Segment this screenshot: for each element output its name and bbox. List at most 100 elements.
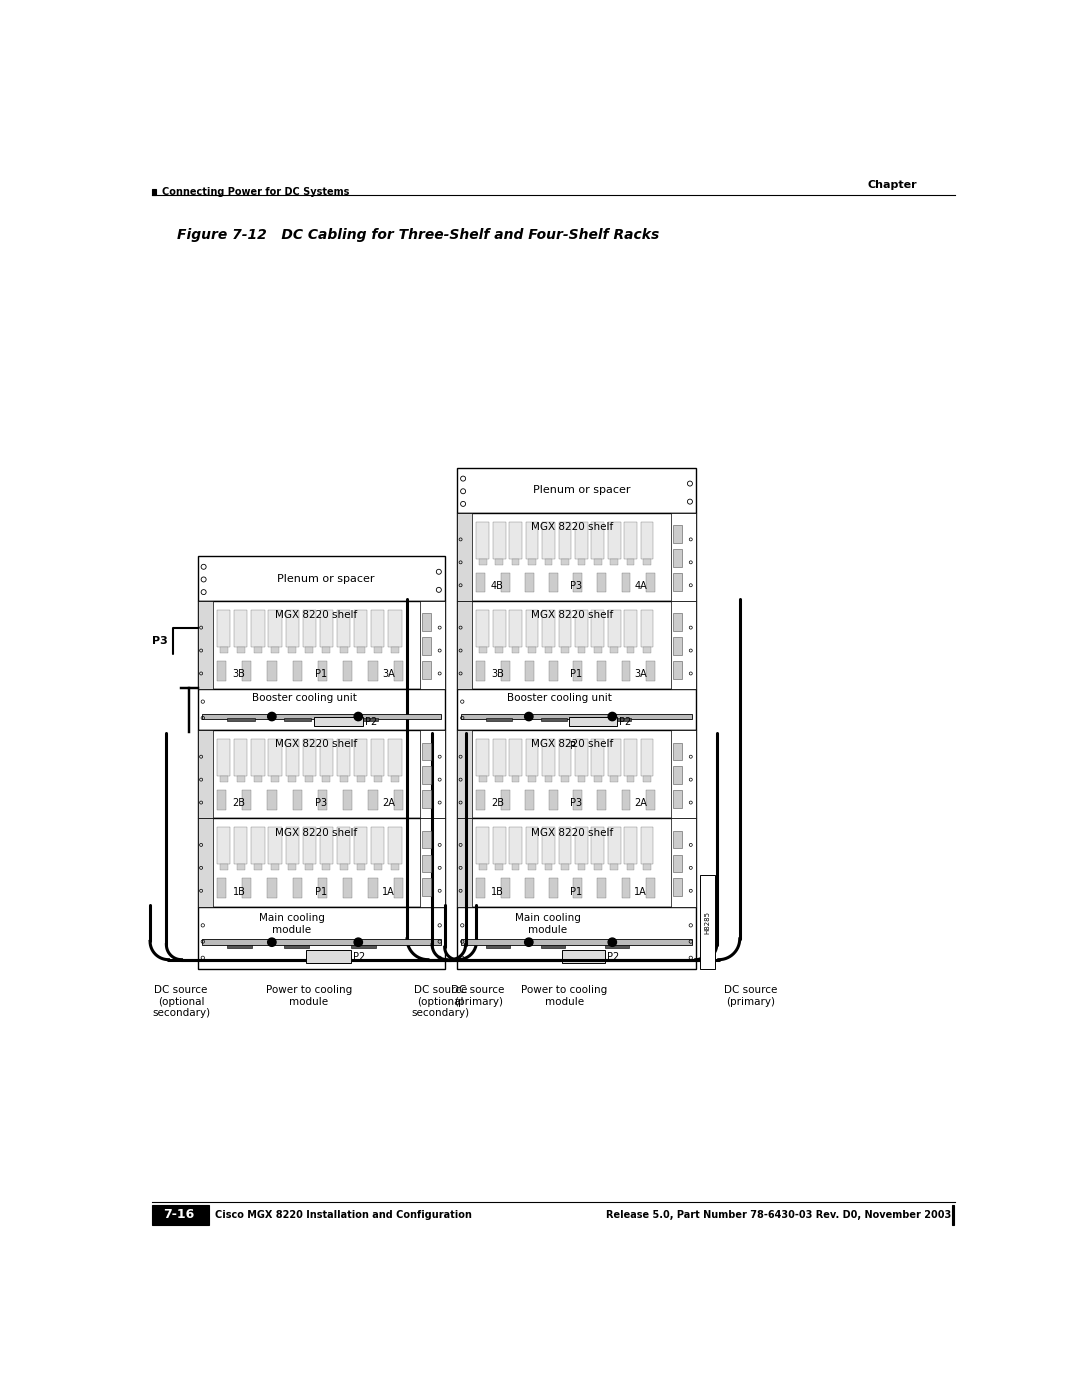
Bar [608,739,621,777]
Bar [610,777,618,782]
Bar [389,610,402,647]
Text: P1: P1 [315,669,327,679]
Text: P1: P1 [315,887,327,897]
Bar [242,661,252,680]
Circle shape [608,712,617,721]
Text: 2A: 2A [382,799,395,809]
Text: P2: P2 [353,951,365,961]
Bar [575,610,588,647]
Bar [356,647,365,654]
Bar [422,613,431,631]
Bar [457,731,472,819]
Bar [646,791,654,810]
Bar [608,610,621,647]
Bar [542,827,555,865]
Bar [610,559,618,564]
Bar [549,661,558,680]
Bar [640,827,653,865]
Bar [597,661,606,680]
Bar [374,865,382,870]
Bar [228,718,255,721]
Bar [592,739,604,777]
Bar [219,777,228,782]
Bar [608,521,621,559]
Bar [673,879,683,895]
Bar [217,661,227,680]
Bar [644,647,651,654]
Bar [234,739,247,777]
Bar [337,827,350,865]
Bar [592,610,604,647]
Bar [252,739,265,777]
Bar [624,739,637,777]
Bar [562,647,569,654]
Bar [198,601,213,689]
Bar [480,647,487,654]
Bar [314,717,363,726]
Bar [544,777,552,782]
Bar [510,739,522,777]
Bar [671,731,696,819]
Bar [512,777,519,782]
Text: Plenum or spacer: Plenum or spacer [278,574,375,584]
Bar [496,559,503,564]
Bar [271,647,279,654]
Bar [288,865,296,870]
Text: P2: P2 [365,717,378,726]
Bar [198,819,445,907]
Bar [206,1204,208,1225]
Bar [476,739,489,777]
Bar [457,819,696,907]
Bar [476,791,485,810]
Bar [575,739,588,777]
Bar [624,521,637,559]
Bar [624,610,637,647]
Bar [644,777,651,782]
Bar [673,767,683,784]
Text: 1B: 1B [232,887,245,897]
Circle shape [525,712,534,721]
Bar [202,714,441,719]
Bar [526,521,539,559]
Bar [461,939,691,946]
Text: P1: P1 [570,887,582,897]
Text: Power to cooling
module: Power to cooling module [266,985,352,1007]
Bar [457,819,472,907]
Bar [605,944,629,947]
Text: P3: P3 [570,799,582,809]
Bar [419,819,445,907]
Text: H8285: H8285 [704,911,711,933]
Bar [356,777,365,782]
Bar [237,647,245,654]
Bar [624,827,637,865]
Text: Main cooling
module: Main cooling module [515,914,581,935]
Bar [234,610,247,647]
Bar [354,739,367,777]
Bar [486,718,512,721]
Bar [646,661,654,680]
Bar [594,647,602,654]
Bar [526,827,539,865]
Bar [549,879,558,898]
Text: DC source
(optional
secondary): DC source (optional secondary) [411,985,470,1018]
Bar [337,739,350,777]
Bar [252,827,265,865]
Bar [525,661,534,680]
Bar [372,739,384,777]
Bar [202,939,441,946]
Bar [578,559,585,564]
Bar [951,1204,955,1225]
Bar [492,827,505,865]
Bar [288,647,296,654]
Bar [419,601,445,689]
Bar [544,559,552,564]
Bar [284,718,311,721]
Bar [318,791,327,810]
Bar [269,610,282,647]
Bar [621,791,631,810]
Bar [368,879,378,898]
Bar [626,559,634,564]
Bar [542,521,555,559]
Bar [217,739,230,777]
Bar [422,743,431,760]
